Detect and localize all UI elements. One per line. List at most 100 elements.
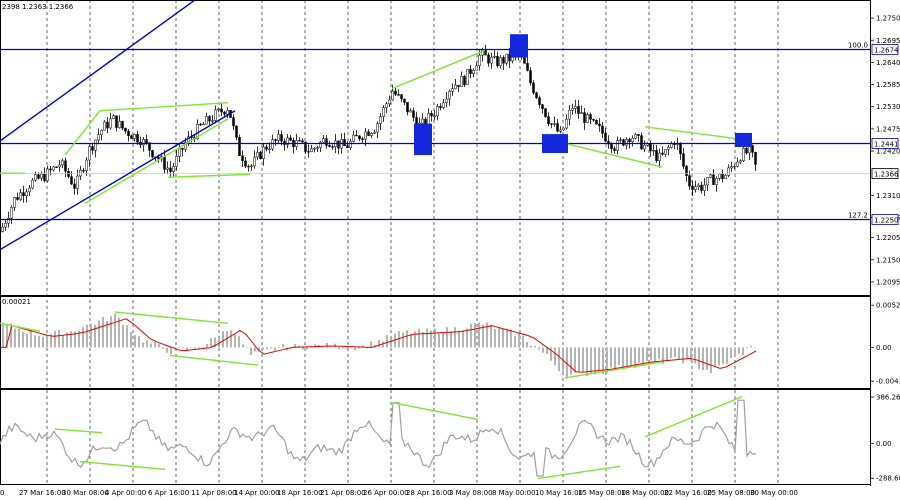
macd-bar <box>738 347 740 354</box>
candles <box>1 44 757 233</box>
macd-bar <box>478 322 480 348</box>
candle-body <box>217 108 220 111</box>
macd-bar <box>2 322 4 348</box>
candle-body <box>403 98 406 103</box>
macd-bar <box>342 347 344 349</box>
candle-body <box>235 125 238 138</box>
macd-bar <box>726 347 728 364</box>
macd-bar <box>698 347 700 370</box>
macd-bar <box>114 313 116 348</box>
candle-body <box>724 175 727 179</box>
candle-body <box>250 165 253 167</box>
macd-bar <box>326 343 328 348</box>
macd-bar <box>542 347 544 353</box>
candle-body <box>82 170 85 172</box>
candle-body <box>349 141 352 148</box>
candle-body <box>685 165 688 176</box>
macd-bar <box>234 334 236 348</box>
candle-body <box>745 148 748 154</box>
cci-pane[interactable] <box>0 389 871 485</box>
candle-body <box>490 56 493 64</box>
candle-body <box>469 69 472 75</box>
candle-body <box>262 146 265 159</box>
candle-body <box>115 115 118 128</box>
candle-body <box>562 127 565 131</box>
macd-bar <box>294 344 296 348</box>
macd-bar <box>694 347 696 364</box>
candle-body <box>61 160 64 166</box>
price-pane[interactable] <box>0 0 871 296</box>
candle-body <box>709 174 712 178</box>
candle-body <box>436 106 439 117</box>
macd-bar <box>202 347 204 348</box>
candle-body <box>664 149 667 155</box>
candle-body <box>268 148 271 151</box>
candle-body <box>466 69 469 86</box>
candle-body <box>397 94 400 96</box>
price-tag <box>871 138 899 149</box>
macd-bar <box>690 347 692 361</box>
price-tick-label: 1.2310 <box>876 192 900 200</box>
candle-body <box>691 185 694 190</box>
candle-body <box>442 102 445 108</box>
candle-body <box>697 184 700 188</box>
candle-body <box>694 186 697 190</box>
price-tag-value: 1.2366 <box>874 171 899 179</box>
candle-body <box>400 94 403 100</box>
cci-tick-label: -288.682 <box>876 475 900 483</box>
macd-bar <box>66 332 68 348</box>
divergence-line <box>644 126 746 141</box>
candle-body <box>1 226 4 232</box>
macd-bar <box>682 347 684 364</box>
macd-bar <box>270 347 272 349</box>
macd-bar <box>146 340 148 348</box>
candle-body <box>553 123 556 125</box>
macd-bar <box>450 331 452 348</box>
macd-bar <box>94 324 96 348</box>
macd-bar <box>78 330 80 348</box>
candle-body <box>499 57 502 67</box>
macd-bar <box>130 332 132 348</box>
macd-bar <box>306 347 308 350</box>
divergence-line <box>84 118 229 204</box>
macd-bar <box>402 332 404 348</box>
price-tag-value: 1.2674 <box>874 47 899 55</box>
candle-body <box>715 178 718 186</box>
candle-body <box>604 133 607 142</box>
candle-body <box>331 146 334 148</box>
candle-body <box>742 148 745 162</box>
candle-body <box>175 156 178 167</box>
macd-bar <box>398 331 400 348</box>
macd-bar <box>618 347 620 366</box>
time-label: 30 Mar 08:00 <box>62 489 109 497</box>
drawing-objects[interactable]: 100.0 127.2 <box>0 0 870 251</box>
macd-bar <box>514 336 516 348</box>
candle-body <box>355 134 358 137</box>
candle-body <box>427 113 430 126</box>
price-tag <box>871 168 899 179</box>
candle-body <box>91 146 94 151</box>
candle-body <box>337 140 340 149</box>
macd-bar <box>102 317 104 348</box>
macd-tick-label: 0.00 <box>876 344 892 352</box>
signal-box <box>735 132 752 147</box>
macd-bar <box>574 347 576 373</box>
macd-bar <box>754 347 756 348</box>
candle-body <box>394 90 397 95</box>
candle-body <box>271 139 274 150</box>
macd-bar <box>422 332 424 348</box>
candle-body <box>502 57 505 64</box>
candle-body <box>682 153 685 167</box>
price-tick-label: 1.2640 <box>876 59 900 67</box>
candle-body <box>631 138 634 142</box>
macd-bar <box>454 327 456 348</box>
candle-body <box>532 82 535 94</box>
candle-body <box>286 137 289 145</box>
candle-body <box>463 75 466 86</box>
macd-bar <box>558 347 560 372</box>
time-label: 14 Apr 00:00 <box>234 489 280 497</box>
candle-body <box>568 110 571 120</box>
macd-bar <box>634 347 636 368</box>
candle-body <box>661 152 664 155</box>
